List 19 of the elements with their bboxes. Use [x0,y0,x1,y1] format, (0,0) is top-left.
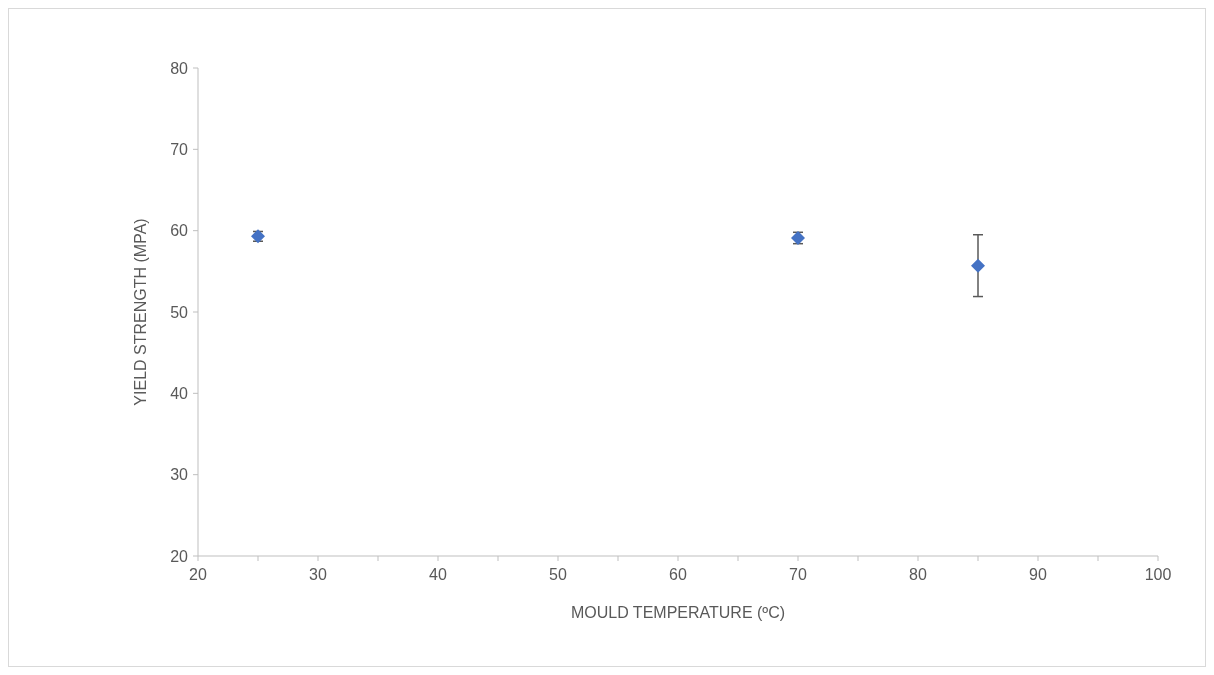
y-tick-label: 60 [170,222,189,240]
x-tick-label: 90 [1029,566,1047,583]
x-tick-label: 50 [549,566,567,583]
x-axis-title: MOULD TEMPERATURE (ºC) [570,604,786,621]
x-tick-label: 60 [669,566,687,583]
y-axis-title: YIELD STRENGTH (MPA) [132,218,149,406]
x-tick-label: 80 [909,566,927,583]
point [971,258,985,273]
y-tick-label: 70 [170,140,189,158]
x-tick-label: 40 [429,566,447,583]
y-tick-label: 30 [170,466,189,484]
y-tick-label: 40 [170,384,189,402]
x-tick-label: 30 [309,566,327,583]
x-tick-label: 70 [789,566,807,583]
y-tick-label: 20 [170,547,189,565]
y-tick-label: 50 [170,303,189,321]
x-tick-label: 100 [1144,566,1172,583]
y-tick-label: 80 [170,59,189,77]
x-tick-label: 20 [189,566,207,583]
